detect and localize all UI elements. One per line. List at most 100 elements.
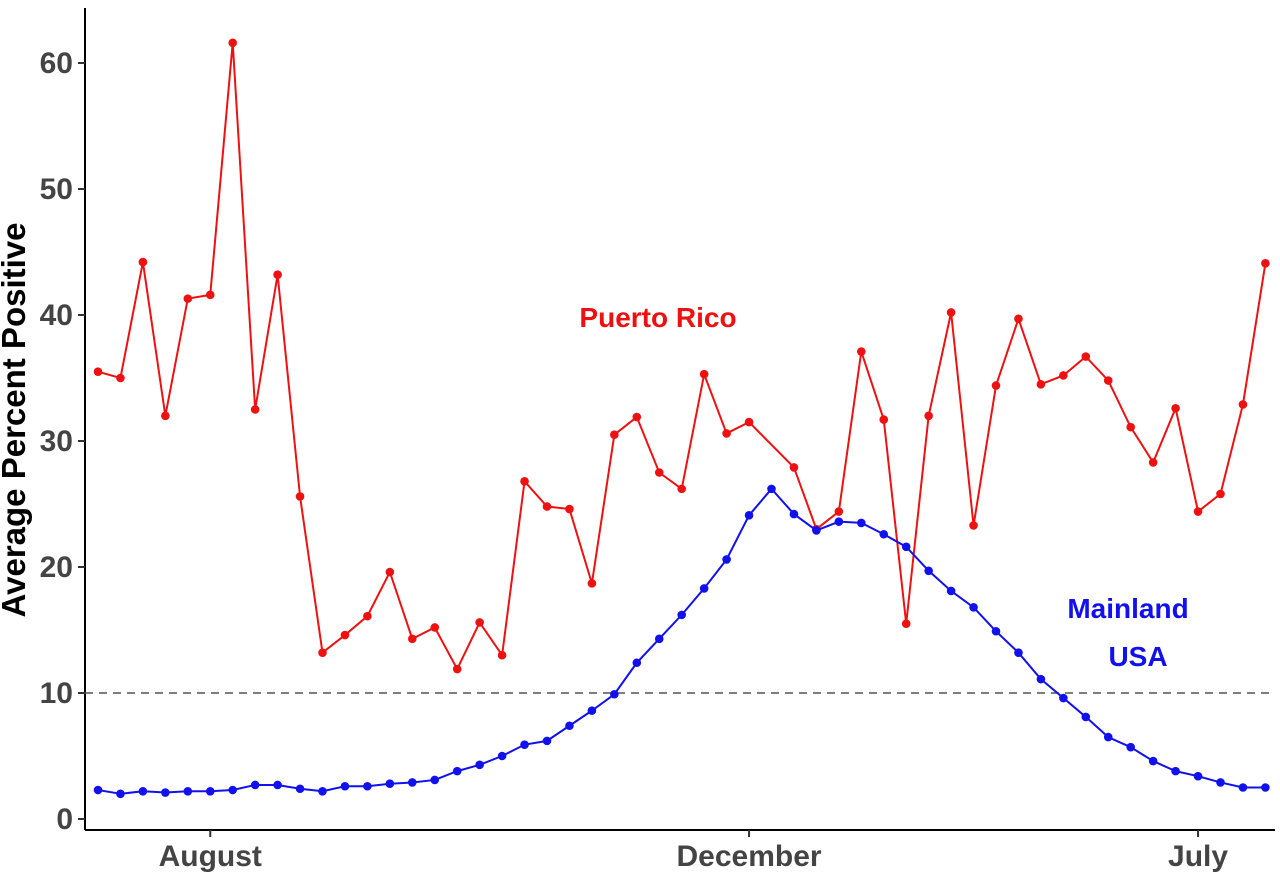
series-point-2 [542,736,552,746]
series-point-1 [250,405,260,414]
series-point-1 [744,417,754,427]
series-point-1 [677,484,686,494]
series-point-2 [161,788,170,797]
y-tick-label: 30 [40,425,73,458]
y-tick-label: 0 [56,803,73,836]
series-point-1 [1081,352,1091,361]
series-point-2 [699,584,709,593]
series-point-1 [1148,458,1158,467]
series-point-2 [1193,771,1203,781]
series-point-2 [452,766,462,776]
axes: 0 10 20 30 40 50 60 August December July [40,8,1275,873]
series-point-2 [901,542,911,552]
series-point-2 [318,786,327,796]
series-label-2: USA [1108,641,1167,672]
series-point-1 [565,504,574,514]
series-point-2 [520,740,529,749]
series-point-2 [497,751,507,761]
series-point-1 [430,623,440,632]
series-point-2 [475,760,484,770]
series-point-1 [1238,400,1248,409]
series-label-2: Mainland [1067,593,1188,624]
x-tick-label: August [159,840,262,873]
series-point-1 [161,411,170,421]
series-point-2 [677,610,686,620]
series-point-1 [183,294,193,303]
series-point-1 [295,492,305,501]
series-point-1 [1193,507,1203,516]
series-point-2 [654,634,664,644]
series-point-2 [1238,783,1248,792]
series-point-2 [767,484,776,494]
y-axis-title: Average Percent Positive [0,223,32,618]
series-point-2 [228,785,237,795]
series-point-2 [183,786,193,796]
series-point-2 [812,526,821,535]
series-point-1 [722,429,731,438]
y-tick-label: 60 [40,47,73,80]
series-point-1 [699,369,709,379]
series-point-2 [250,780,260,790]
x-tick-label: December [677,840,822,873]
series-point-1 [610,430,619,440]
series-group [93,38,1270,799]
series-point-1 [452,664,462,674]
series-point-2 [1081,712,1091,722]
x-tick-label: July [1168,840,1228,873]
series-point-1 [1126,422,1135,432]
series-point-1 [408,634,417,644]
series-point-1 [318,648,327,657]
series-point-2 [408,778,417,787]
series-point-2 [744,511,754,520]
series-label-1: Puerto Rico [579,302,736,333]
series-point-2 [1103,732,1113,742]
series-point-2 [789,509,799,519]
series-line-2 [97,487,1266,795]
series-point-2 [610,689,619,699]
series-point-2 [834,517,844,526]
series-point-2 [1216,778,1225,787]
series-point-2 [969,603,978,612]
series-point-2 [93,785,103,795]
series-point-1 [991,381,1001,390]
series-point-2 [722,555,731,564]
series-point-2 [1036,674,1046,684]
series-point-1 [857,347,866,356]
series-point-2 [1148,756,1158,766]
series-point-2 [295,784,305,794]
series-point-1 [363,611,372,621]
series-point-1 [834,507,844,516]
series-point-2 [991,626,1001,636]
series-point-1 [385,567,395,577]
series-point-1 [1103,376,1113,385]
series-point-1 [632,412,642,422]
series-point-2 [587,706,597,715]
series-point-1 [1261,259,1270,268]
series-point-1 [789,463,799,472]
series-point-1 [340,630,350,640]
series-point-2 [879,529,889,539]
series-point-1 [542,502,552,511]
y-tick-label: 10 [40,677,73,710]
series-point-1 [1171,403,1180,413]
series-point-1 [497,650,507,660]
series-point-1 [93,367,103,377]
series-point-2 [565,721,574,731]
series-point-2 [205,786,215,796]
series-point-2 [632,658,642,668]
series-point-1 [273,270,282,279]
series-point-2 [385,779,395,789]
series-point-1 [924,411,933,421]
series-point-2 [1014,648,1023,657]
series-point-1 [901,619,911,628]
series-point-1 [654,468,664,477]
y-tick-label: 50 [40,173,73,206]
series-point-1 [1014,314,1023,324]
series-point-1 [1059,371,1068,380]
series-point-1 [1036,380,1046,389]
series-labels: Puerto Rico Mainland USA [579,302,1188,672]
series-point-2 [138,786,148,796]
series-point-2 [340,781,350,791]
series-point-2 [116,789,125,799]
